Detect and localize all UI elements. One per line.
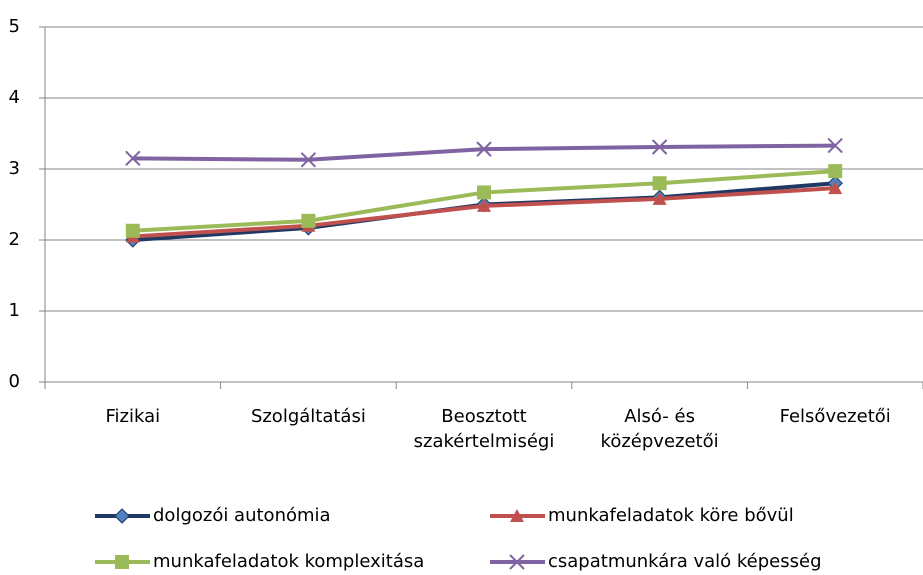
y-tick-label: 0 (9, 371, 20, 392)
marker (125, 150, 141, 167)
marker (125, 223, 140, 238)
marker (476, 141, 492, 157)
legend-label: csapatmunkára való képesség (548, 551, 822, 572)
y-tick-label: 5 (9, 16, 20, 37)
legend-label: munkafeladatok köre bővül (548, 505, 794, 526)
marker (477, 185, 491, 200)
marker (652, 191, 667, 205)
marker (115, 555, 129, 569)
y-tick-label: 3 (9, 158, 20, 179)
series-line (132, 143, 836, 162)
x-tick-label: Fizikai (105, 406, 161, 427)
y-tick-label: 1 (9, 300, 20, 321)
marker (477, 198, 491, 212)
marker (827, 137, 843, 154)
marker (300, 152, 317, 168)
x-tick-label: Alsó- és középvezetői (600, 406, 719, 452)
marker (828, 164, 843, 179)
marker (301, 213, 316, 228)
x-tick-label: Szolgáltatási (250, 406, 366, 427)
x-tick-label: Beosztott szakértelmiségi (413, 406, 555, 452)
marker (114, 508, 130, 524)
legend-label: munkafeladatok komplexitása (153, 551, 424, 572)
x-tick-label: Felsővezetői (779, 406, 891, 427)
marker (651, 139, 668, 155)
y-tick-label: 2 (9, 229, 20, 250)
marker (510, 509, 524, 522)
legend-label: dolgozói autonómia (153, 505, 331, 526)
y-tick-label: 4 (9, 87, 20, 108)
marker (828, 181, 843, 195)
marker (652, 176, 667, 191)
marker (509, 554, 525, 570)
